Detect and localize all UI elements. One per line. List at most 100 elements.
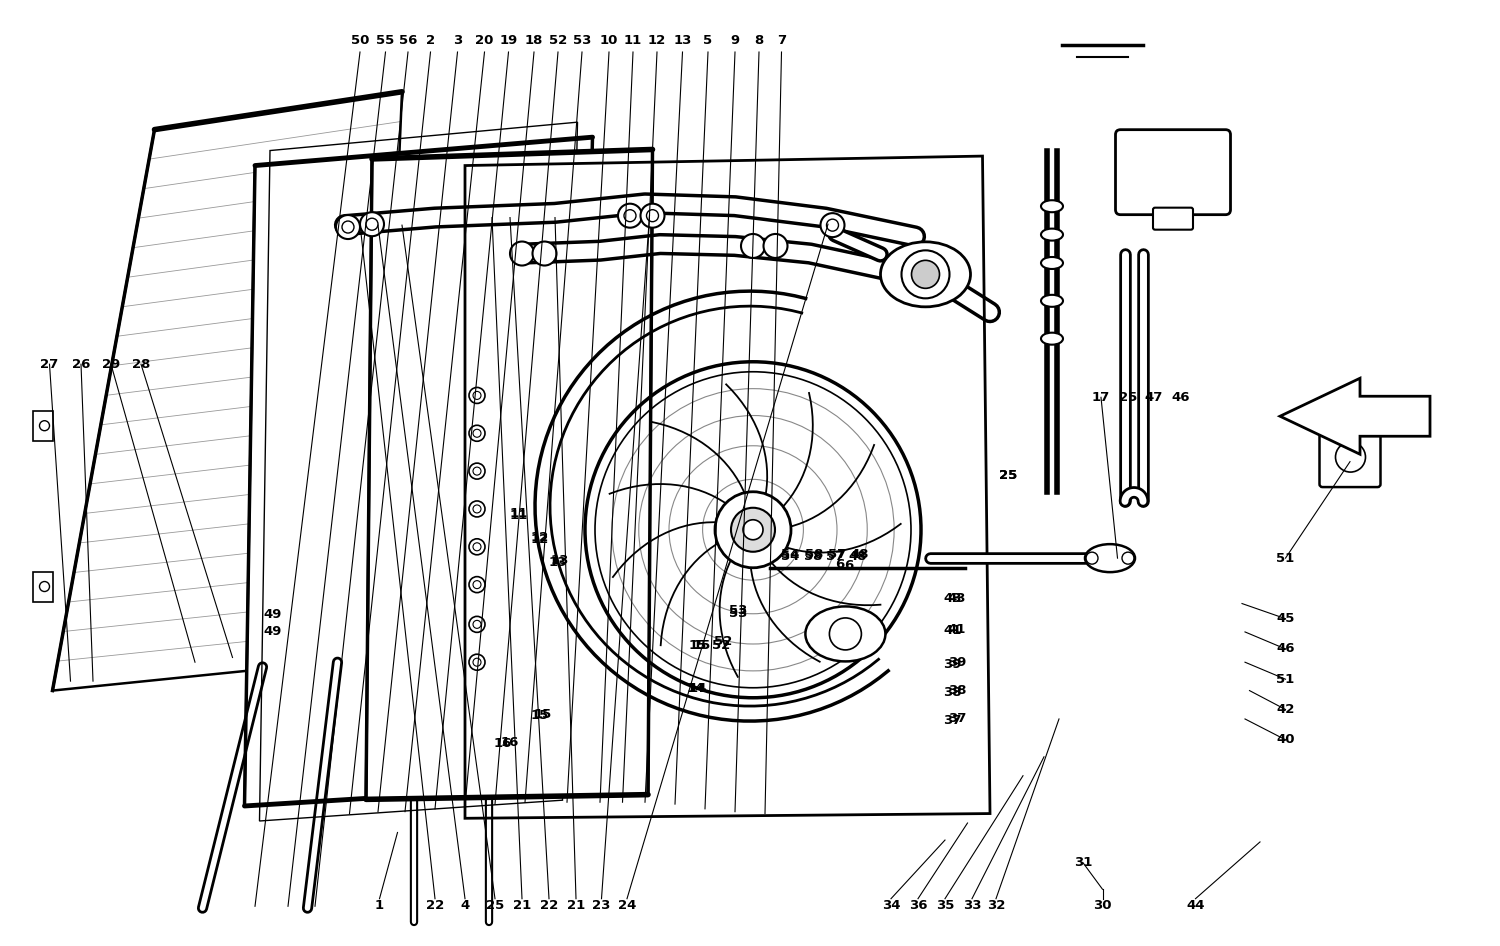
Text: 58: 58 [804,550,822,563]
Text: 50: 50 [351,34,369,47]
Text: 7: 7 [777,34,786,47]
Text: 25: 25 [1119,391,1137,404]
FancyBboxPatch shape [1154,208,1192,230]
Text: 52: 52 [549,34,567,47]
Text: 23: 23 [592,899,610,912]
Text: 12: 12 [648,34,666,47]
Text: 48: 48 [849,550,867,563]
Text: 21: 21 [513,899,531,912]
Circle shape [764,234,788,258]
Text: 31: 31 [1074,856,1092,869]
Text: 56: 56 [399,34,417,47]
Text: 1: 1 [375,899,384,912]
Circle shape [470,539,484,554]
Ellipse shape [1041,295,1064,307]
Text: 21: 21 [567,899,585,912]
Text: 36: 36 [909,899,927,912]
Text: 39: 39 [944,657,962,671]
Text: 46: 46 [1276,642,1294,656]
Circle shape [618,203,642,228]
Text: 14: 14 [687,682,705,695]
Circle shape [470,426,484,441]
Text: 6: 6 [844,559,853,572]
Text: 27: 27 [40,358,58,371]
Circle shape [742,519,764,540]
Polygon shape [244,137,592,806]
Circle shape [585,361,921,698]
Text: 15: 15 [534,708,552,721]
Text: 11: 11 [510,507,528,520]
Text: 19: 19 [500,34,517,47]
Text: 18: 18 [525,34,543,47]
Text: 12: 12 [531,533,549,546]
Text: 29: 29 [102,358,120,371]
Text: 13: 13 [549,556,567,569]
Text: 24: 24 [618,899,636,912]
Ellipse shape [880,242,971,307]
Text: 17: 17 [1092,391,1110,404]
Text: 38: 38 [944,686,962,699]
Text: 15: 15 [693,639,711,652]
Text: 15: 15 [688,639,706,652]
Text: 40: 40 [1276,733,1294,746]
Text: 54: 54 [782,550,800,563]
Text: 41: 41 [948,622,966,636]
Text: 55: 55 [376,34,394,47]
Text: 39: 39 [948,656,966,669]
Circle shape [470,577,484,592]
Polygon shape [1280,378,1430,454]
Ellipse shape [806,606,885,661]
FancyBboxPatch shape [1116,130,1230,215]
Circle shape [821,213,844,237]
Text: 53: 53 [729,604,747,617]
Bar [33,571,53,602]
Text: 13: 13 [550,554,568,568]
Text: 28: 28 [132,358,150,371]
Text: 43: 43 [944,592,962,605]
Circle shape [830,618,861,650]
Text: 41: 41 [944,623,962,637]
Text: 11: 11 [510,509,528,522]
Circle shape [470,388,484,403]
Circle shape [470,617,484,632]
Text: 20: 20 [476,34,494,47]
Circle shape [730,508,776,552]
Text: 22: 22 [426,899,444,912]
Text: 10: 10 [600,34,618,47]
Text: 5: 5 [704,34,712,47]
Text: 13: 13 [674,34,692,47]
Text: 49: 49 [264,608,282,622]
Text: 49: 49 [264,625,282,639]
Text: 52: 52 [712,639,730,652]
Text: 35: 35 [936,899,954,912]
Text: 15: 15 [531,709,549,722]
Text: 32: 32 [987,899,1005,912]
Circle shape [532,241,556,266]
Text: 37: 37 [944,714,962,727]
Circle shape [1335,442,1365,472]
Text: 16: 16 [501,736,519,749]
Text: 2: 2 [426,34,435,47]
Text: 38: 38 [948,684,966,697]
Text: 37: 37 [948,712,966,726]
Circle shape [902,251,950,298]
Circle shape [716,492,791,568]
Text: 53: 53 [573,34,591,47]
Text: 26: 26 [72,358,90,371]
Text: 4: 4 [460,899,470,912]
Text: 16: 16 [494,737,512,750]
Text: 47: 47 [1144,391,1162,404]
Text: 58: 58 [806,548,824,561]
Text: 14: 14 [688,682,706,695]
Circle shape [912,260,939,289]
Text: 54: 54 [782,548,800,561]
Circle shape [470,464,484,479]
Ellipse shape [1084,544,1136,572]
Text: 25: 25 [486,899,504,912]
Ellipse shape [1041,201,1064,212]
Circle shape [640,203,664,228]
Text: 9: 9 [730,34,740,47]
Text: 8: 8 [754,34,764,47]
Circle shape [741,234,765,258]
Text: 11: 11 [624,34,642,47]
